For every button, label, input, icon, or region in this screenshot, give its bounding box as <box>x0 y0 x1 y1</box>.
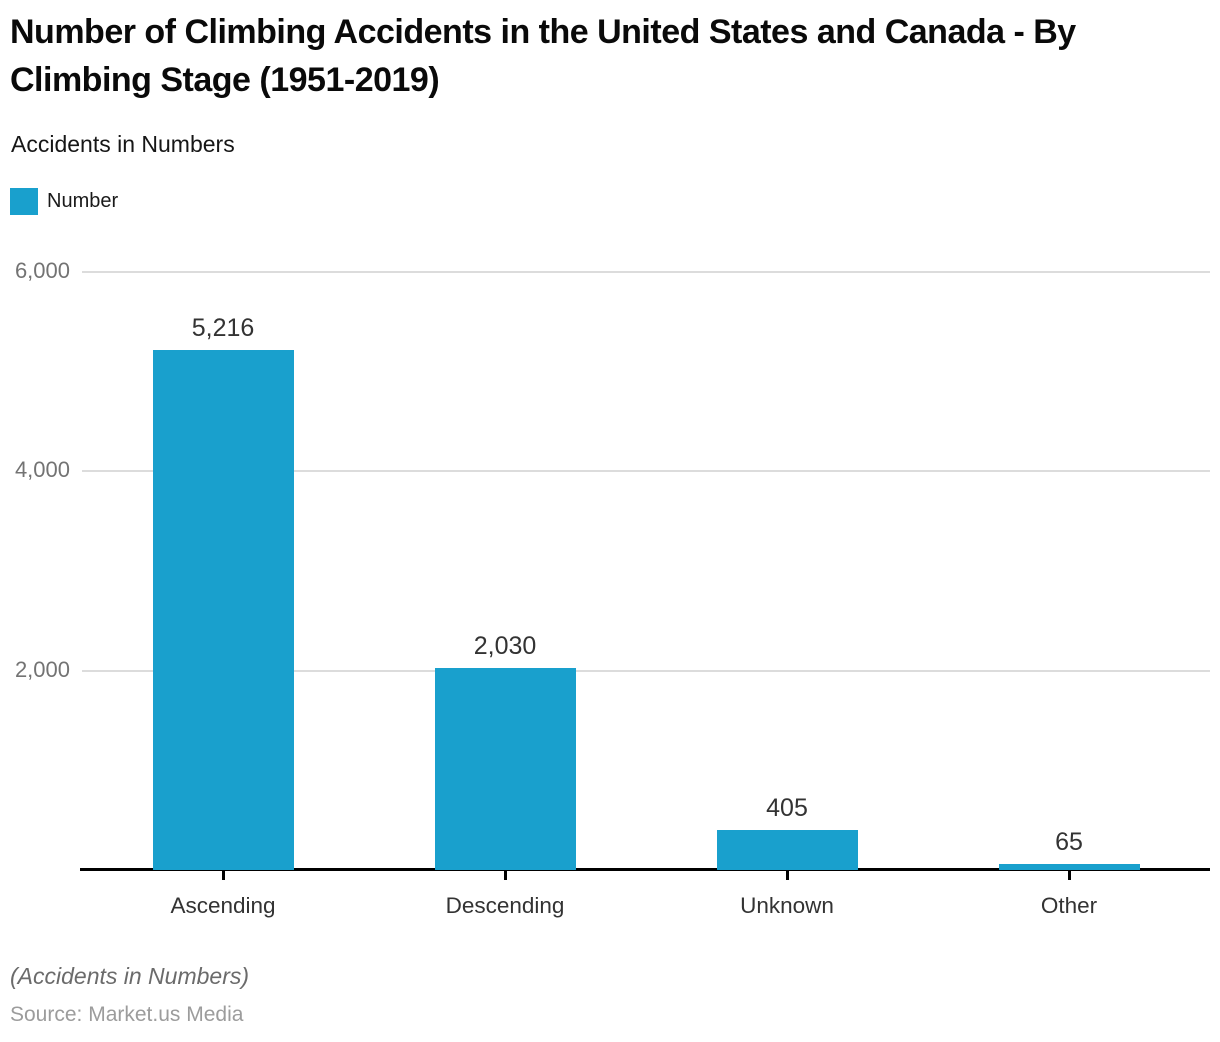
bar-value-label: 5,216 <box>191 314 255 342</box>
x-axis-tick <box>1068 871 1071 880</box>
bar-ascending <box>153 350 294 870</box>
y-gridline <box>82 470 1210 473</box>
bar-value-label: 2,030 <box>473 632 537 660</box>
bar-descending <box>435 668 576 870</box>
x-axis-tick <box>222 871 225 880</box>
bar-unknown <box>717 830 858 870</box>
x-axis-line <box>80 868 1210 871</box>
y-gridline <box>82 669 1210 672</box>
x-axis-tick <box>786 871 789 880</box>
y-tick-label: 2,000 <box>14 656 70 682</box>
legend-swatch-icon <box>10 188 38 215</box>
x-category-label: Other <box>1040 893 1098 918</box>
x-category-label: Ascending <box>170 893 276 918</box>
x-category-label: Descending <box>445 893 565 918</box>
y-tick-label: 4,000 <box>14 457 70 483</box>
y-tick-label: 6,000 <box>14 258 70 283</box>
footnote: (Accidents in Numbers) <box>10 963 250 989</box>
chart-subtitle: Accidents in Numbers <box>11 131 235 157</box>
x-axis-tick <box>504 871 507 880</box>
bar-other <box>999 864 1140 870</box>
source-line: Source: Market.us Media <box>10 1003 244 1026</box>
legend-label: Number <box>47 190 119 212</box>
y-gridline <box>82 271 1210 273</box>
bar-value-label: 65 <box>1055 828 1083 856</box>
bar-value-label: 405 <box>766 794 808 822</box>
chart-title: Number of Climbing Accidents in the Unit… <box>10 13 1076 99</box>
x-category-label: Unknown <box>740 893 834 918</box>
